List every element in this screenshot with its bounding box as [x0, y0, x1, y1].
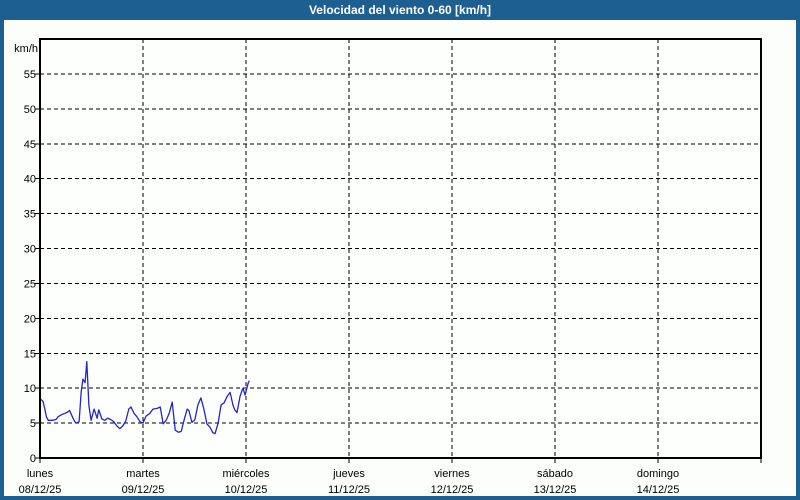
chart-title-bar: Velocidad del viento 0-60 [km/h]	[0, 0, 800, 20]
chart-title: Velocidad del viento 0-60 [km/h]	[308, 3, 492, 17]
chart-area	[4, 20, 796, 496]
